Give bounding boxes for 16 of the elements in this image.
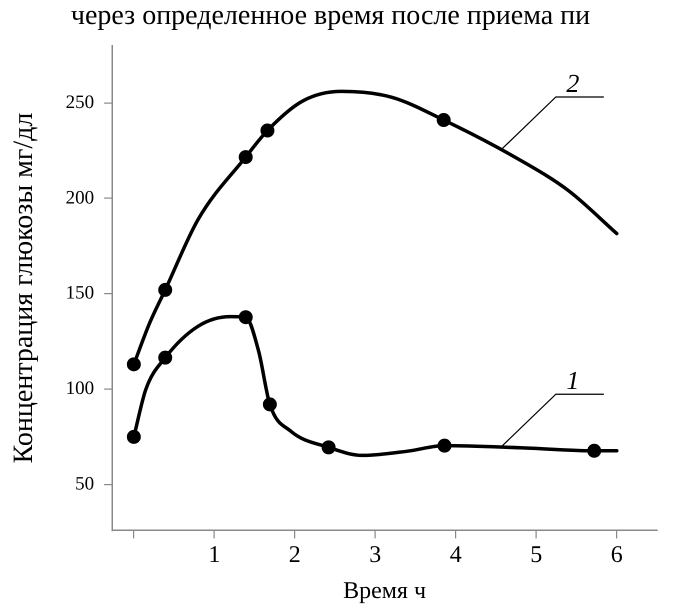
y-tick-label: 250 xyxy=(66,92,94,113)
text: 2 xyxy=(566,68,580,98)
chart-title: через определенное время после приема пи xyxy=(70,0,590,32)
x-tick-label: 4 xyxy=(450,542,462,568)
x-tick-label: 6 xyxy=(610,542,623,568)
x-tick-label: 5 xyxy=(530,542,542,568)
text: 1 xyxy=(566,366,580,396)
y-tick-label: 100 xyxy=(66,378,94,400)
x-axis-title: Время ч xyxy=(343,578,426,604)
x-tick-label: 3 xyxy=(369,542,382,568)
y-tick-label: 200 xyxy=(66,187,94,208)
x-tick-label: 2 xyxy=(288,542,301,568)
y-axis-title: Концентрация глюкозы мг/дл xyxy=(8,112,40,464)
y-tick-label: 150 xyxy=(66,282,94,304)
y-tick-label: 50 xyxy=(75,474,94,495)
x-tick-label: 1 xyxy=(208,542,220,568)
